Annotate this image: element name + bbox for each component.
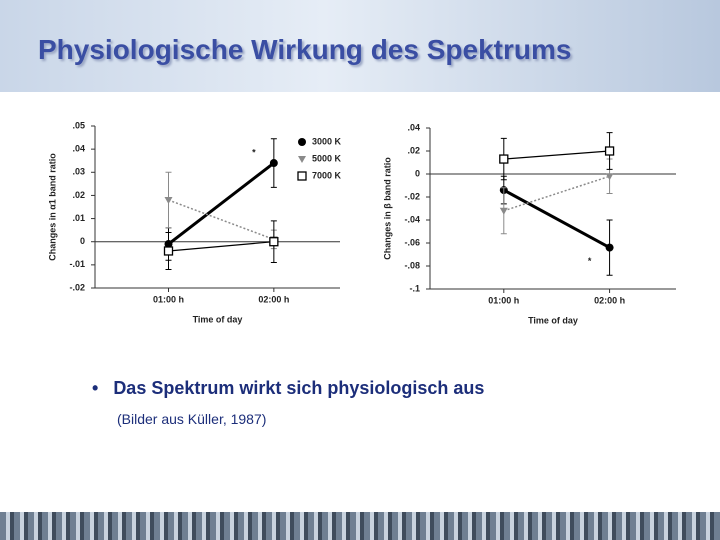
- y-tick-label: -.01: [69, 259, 85, 269]
- data-point: [499, 154, 509, 164]
- data-point: [605, 243, 614, 252]
- x-tick-label: 02:00 h: [258, 294, 289, 304]
- x-axis-label: Time of day: [193, 314, 243, 324]
- header-background: [0, 0, 720, 92]
- annotation: *: [252, 147, 256, 157]
- bullet: • Das Spektrum wirkt sich physiologisch …: [92, 378, 485, 398]
- bullet-text: Das Spektrum wirkt sich physiologisch au…: [113, 378, 485, 398]
- y-tick-label: -.06: [404, 237, 420, 247]
- data-point: [605, 173, 614, 181]
- y-tick-label: -.02: [404, 191, 420, 201]
- y-axis-label: Changes in β band ratio: [382, 157, 392, 260]
- series-line: [503, 175, 610, 212]
- x-axis-label: Time of day: [528, 315, 578, 325]
- y-axis-label: Changes in α1 band ratio: [47, 153, 57, 261]
- legend-marker: [298, 138, 306, 146]
- y-tick-label: 0: [415, 168, 420, 178]
- series-line: [503, 188, 611, 249]
- data-point: [164, 197, 173, 205]
- y-tick-label: -.04: [404, 214, 420, 224]
- y-tick-label: .04: [72, 144, 85, 154]
- footer-background: [0, 512, 720, 540]
- y-tick-label: .05: [72, 120, 85, 130]
- y-tick-label: 0: [80, 236, 85, 246]
- legend-label: 7000 K: [312, 170, 342, 180]
- source-note: (Bilder aus Küller, 1987): [117, 411, 267, 427]
- y-tick-label: -.1: [409, 283, 420, 293]
- legend-marker: [297, 171, 307, 181]
- series-line: [167, 161, 275, 246]
- y-tick-label: .03: [72, 167, 85, 177]
- slide-title: Physiologische Wirkung des Spektrums: [38, 34, 572, 65]
- annotation: *: [588, 256, 592, 266]
- data-point: [269, 237, 279, 247]
- x-tick-label: 01:00 h: [488, 295, 519, 305]
- data-point: [604, 146, 615, 156]
- series-line: [168, 199, 275, 241]
- data-point: [163, 246, 174, 256]
- data-point: [499, 207, 508, 215]
- y-tick-label: .02: [72, 190, 85, 200]
- series-line: [503, 150, 610, 160]
- legend-marker: [298, 156, 306, 163]
- y-tick-label: .04: [407, 122, 420, 132]
- series-line: [168, 241, 274, 252]
- x-tick-label: 02:00 h: [594, 295, 625, 305]
- y-tick-label: -.02: [69, 282, 85, 292]
- y-tick-label: .02: [407, 145, 420, 155]
- y-tick-label: -.08: [404, 260, 420, 270]
- data-point: [269, 159, 278, 168]
- legend-label: 3000 K: [312, 136, 342, 146]
- legend-label: 5000 K: [312, 153, 342, 163]
- y-tick-label: .01: [72, 213, 85, 223]
- x-tick-label: 01:00 h: [153, 294, 184, 304]
